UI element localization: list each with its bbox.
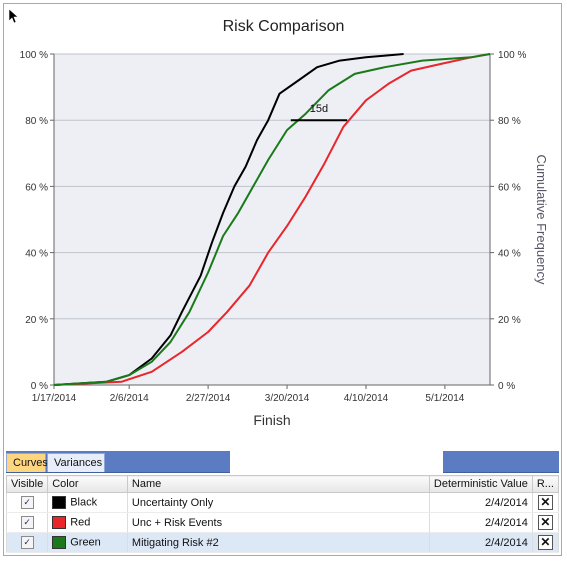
header-name[interactable]: Name <box>126 475 430 493</box>
y-tick-label-left: 60 % <box>25 182 48 193</box>
series-line <box>53 53 404 386</box>
curve-name[interactable]: Uncertainty Only <box>126 492 430 513</box>
y-tick-label-right: 20 % <box>498 315 521 326</box>
curves-grid: Visible Color Name Deterministic Value R… <box>5 475 560 553</box>
tab-variances[interactable]: Variances <box>47 453 105 472</box>
x-tick-label: 5/1/2014 <box>425 393 464 404</box>
y-tick-label-left: 80 % <box>25 116 48 127</box>
curve-name[interactable]: Unc + Risk Events <box>126 512 430 533</box>
color-name: Red <box>70 516 91 529</box>
y-axis-title: Cumulative Frequency <box>534 154 549 285</box>
color-swatch[interactable] <box>52 496 67 509</box>
table-row[interactable]: ✓ Black Uncertainty Only 2/4/2014 ✕ <box>5 492 560 513</box>
y-tick-label-left: 40 % <box>25 249 48 260</box>
x-tick-label: 2/27/2014 <box>186 393 231 404</box>
close-icon[interactable]: ✕ <box>537 535 553 550</box>
y-tick-label-right: 80 % <box>498 116 521 127</box>
y-tick-label-right: 0 % <box>498 381 515 392</box>
chart-title: Risk Comparison <box>222 18 345 35</box>
mouse-pointer-icon <box>9 9 19 24</box>
y-tick-label-right: 40 % <box>498 249 521 260</box>
checkbox-checked-icon[interactable]: ✓ <box>20 496 34 509</box>
table-row[interactable]: ✓ Green Mitigating Risk #2 2/4/2014 ✕ <box>5 532 560 553</box>
y-tick-label-left: 100 % <box>20 50 48 61</box>
close-icon[interactable]: ✕ <box>537 495 553 510</box>
curve-name[interactable]: Mitigating Risk #2 <box>126 532 430 553</box>
y-tick-label-left: 0 % <box>31 381 48 392</box>
checkbox-checked-icon[interactable]: ✓ <box>20 516 34 529</box>
close-icon[interactable]: ✕ <box>537 515 553 530</box>
y-tick-label-right: 60 % <box>498 182 521 193</box>
color-name: Black <box>70 496 98 509</box>
x-tick-label: 3/20/2014 <box>265 393 310 404</box>
header-visible[interactable]: Visible <box>5 475 49 493</box>
annotation-label: 15d <box>310 103 328 115</box>
risk-comparison-chart: 15d 0 % 0 % 20 % 20 % 40 % 40 % 60 % 60 % 80 % 80… <box>20 50 549 428</box>
header-deterministic[interactable]: Deterministic Value <box>428 475 533 493</box>
header-remove[interactable]: R... <box>531 475 560 493</box>
table-row[interactable]: ✓ Red Unc + Risk Events 2/4/2014 ✕ <box>5 512 560 533</box>
y-tick-label-left: 20 % <box>25 315 48 326</box>
x-tick-label: 1/17/2014 <box>32 393 77 404</box>
color-swatch[interactable] <box>52 516 67 529</box>
header-color[interactable]: Color <box>47 475 128 493</box>
grid-header-row: Visible Color Name Deterministic Value R… <box>5 475 560 493</box>
tab-curves[interactable]: Curves <box>6 453 48 472</box>
x-axis-title: Finish <box>253 412 290 428</box>
x-tick-label: 2/6/2014 <box>110 393 149 404</box>
series-line <box>53 53 491 386</box>
x-tick-label: 4/10/2014 <box>344 393 389 404</box>
checkbox-checked-icon[interactable]: ✓ <box>20 536 34 549</box>
y-tick-label-right: 100 % <box>498 50 526 61</box>
deterministic-value: 2/4/2014 <box>428 512 533 533</box>
color-swatch[interactable] <box>52 536 67 549</box>
deterministic-value: 2/4/2014 <box>428 532 533 553</box>
deterministic-value: 2/4/2014 <box>428 492 533 513</box>
blank-overlay <box>230 441 443 481</box>
color-name: Green <box>70 536 101 549</box>
plot-area <box>54 54 490 385</box>
series-line <box>53 53 491 386</box>
